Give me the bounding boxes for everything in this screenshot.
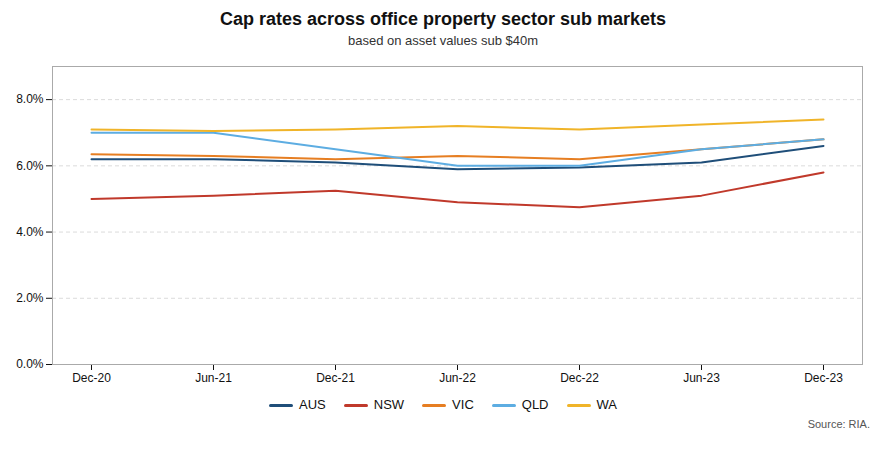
html-text:VIC: VIC bbox=[452, 397, 474, 412]
html-text:based on asset values sub $40m: based on asset values sub $40m bbox=[348, 33, 538, 48]
svg-text:Dec-22: Dec-22 bbox=[560, 371, 599, 385]
svg-text:0.0%: 0.0% bbox=[16, 357, 44, 371]
html-text:QLD: QLD bbox=[521, 397, 549, 412]
svg-text:Jun-22: Jun-22 bbox=[439, 371, 476, 385]
svg-text:8.0%: 8.0% bbox=[16, 92, 44, 106]
svg-text:6.0%: 6.0% bbox=[16, 159, 44, 173]
svg-text:2.0%: 2.0% bbox=[16, 291, 44, 305]
svg-text:Dec-23: Dec-23 bbox=[804, 371, 843, 385]
html-text:WA: WA bbox=[596, 397, 617, 412]
svg-text:Jun-21: Jun-21 bbox=[195, 371, 232, 385]
svg-text:Dec-21: Dec-21 bbox=[316, 371, 355, 385]
svg-text:Dec-20: Dec-20 bbox=[72, 371, 111, 385]
html-text:AUS: AUS bbox=[299, 397, 326, 412]
svg-text:Jun-23: Jun-23 bbox=[683, 371, 720, 385]
html-text:NSW: NSW bbox=[373, 397, 405, 412]
html-text:Source: RIA.: Source: RIA. bbox=[807, 418, 870, 430]
svg-text:4.0%: 4.0% bbox=[16, 225, 44, 239]
html-text:Cap rates across office proper: Cap rates across office property sector … bbox=[219, 9, 667, 29]
